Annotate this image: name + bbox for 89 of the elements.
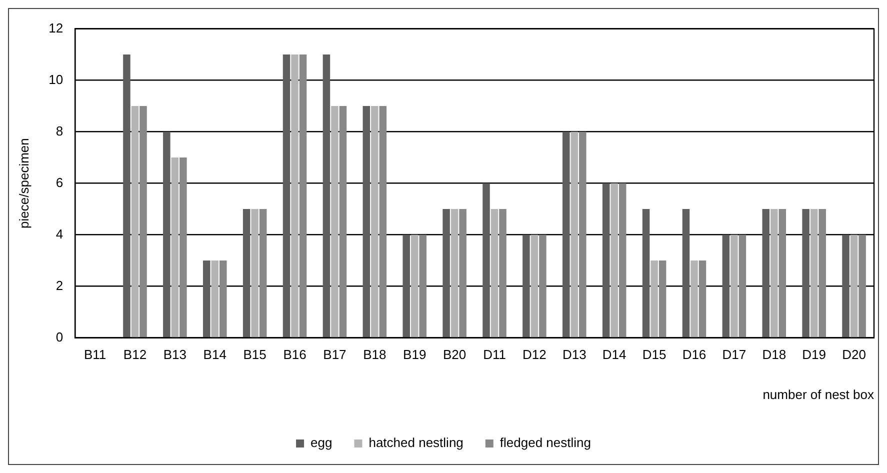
bar xyxy=(202,260,210,338)
x-tick-label: D16 xyxy=(682,347,706,362)
y-tick-label: 4 xyxy=(56,226,64,242)
x-tick-label: B17 xyxy=(323,347,346,362)
bar xyxy=(499,209,506,338)
bar xyxy=(490,209,498,338)
bar xyxy=(730,234,738,338)
y-axis-title: piece/specimen xyxy=(16,138,32,228)
bar xyxy=(282,54,290,338)
bar xyxy=(778,209,786,338)
bar xyxy=(259,209,267,338)
bar xyxy=(251,209,258,338)
x-tick-label: D20 xyxy=(842,347,866,362)
bar xyxy=(171,158,179,338)
bar xyxy=(450,209,458,338)
x-tick-label: D15 xyxy=(642,347,666,362)
x-tick-label: D17 xyxy=(722,347,746,362)
x-tick-label: D13 xyxy=(562,347,586,362)
x-tick-label: D14 xyxy=(602,347,626,362)
bar xyxy=(220,260,227,338)
bar xyxy=(642,209,650,338)
x-tick-label: D19 xyxy=(802,347,826,362)
bar xyxy=(322,54,330,338)
x-tick-label: B12 xyxy=(123,347,147,362)
y-tick-label: 6 xyxy=(56,174,64,190)
bar xyxy=(858,234,866,338)
bar xyxy=(163,132,170,338)
bar xyxy=(131,106,139,338)
x-tick-label: B13 xyxy=(163,347,186,362)
y-tick-label: 0 xyxy=(56,329,64,344)
bar xyxy=(299,54,307,338)
y-tick-label: 2 xyxy=(56,278,64,293)
bar xyxy=(539,234,546,338)
bar xyxy=(842,234,850,338)
bar xyxy=(570,132,578,338)
bar xyxy=(291,54,298,338)
x-tick-label: B19 xyxy=(403,347,426,362)
bar xyxy=(618,183,626,338)
bar xyxy=(371,106,378,338)
legend-label: hatched nestling xyxy=(368,435,464,450)
x-tick-label: B15 xyxy=(243,347,266,362)
bar xyxy=(722,234,730,338)
bar xyxy=(379,106,387,338)
x-tick-label: D11 xyxy=(483,347,506,362)
bar xyxy=(123,54,130,338)
bar xyxy=(339,106,347,338)
bar xyxy=(442,209,450,338)
bar xyxy=(402,234,410,338)
bar xyxy=(482,183,490,338)
bar xyxy=(850,234,858,338)
bar xyxy=(658,260,666,338)
bar xyxy=(530,234,538,338)
x-tick-label: D12 xyxy=(522,347,546,362)
bar xyxy=(802,209,810,338)
x-axis-title: number of nest box xyxy=(762,386,874,402)
bar xyxy=(762,209,770,338)
bar xyxy=(690,260,698,338)
legend-label: egg xyxy=(310,435,332,450)
bar xyxy=(682,209,690,338)
y-tick-label: 12 xyxy=(48,20,64,36)
bar xyxy=(818,209,826,338)
bar xyxy=(579,132,586,338)
bar xyxy=(180,158,187,338)
bar xyxy=(331,106,338,338)
bar xyxy=(610,183,618,338)
bar xyxy=(738,234,746,338)
bar xyxy=(242,209,250,338)
y-tick-label: 8 xyxy=(56,123,64,138)
x-tick-label: B16 xyxy=(283,347,306,362)
bar xyxy=(562,132,570,338)
bar xyxy=(810,209,818,338)
bar xyxy=(140,106,147,338)
bar xyxy=(650,260,658,338)
bar xyxy=(770,209,778,338)
bar xyxy=(602,183,610,338)
x-tick-label: B18 xyxy=(363,347,386,362)
bar xyxy=(410,234,418,338)
bar xyxy=(459,209,466,338)
bar xyxy=(211,260,219,338)
y-tick-label: 10 xyxy=(48,72,64,87)
bar xyxy=(698,260,706,338)
legend-label: fledged nestling xyxy=(500,435,591,450)
x-tick-label: B14 xyxy=(203,347,226,362)
x-tick-label: B20 xyxy=(442,347,466,362)
bar xyxy=(419,234,426,338)
x-tick-label: D18 xyxy=(762,347,786,362)
bar xyxy=(522,234,530,338)
x-tick-label: B11 xyxy=(84,347,106,362)
bar xyxy=(362,106,370,338)
